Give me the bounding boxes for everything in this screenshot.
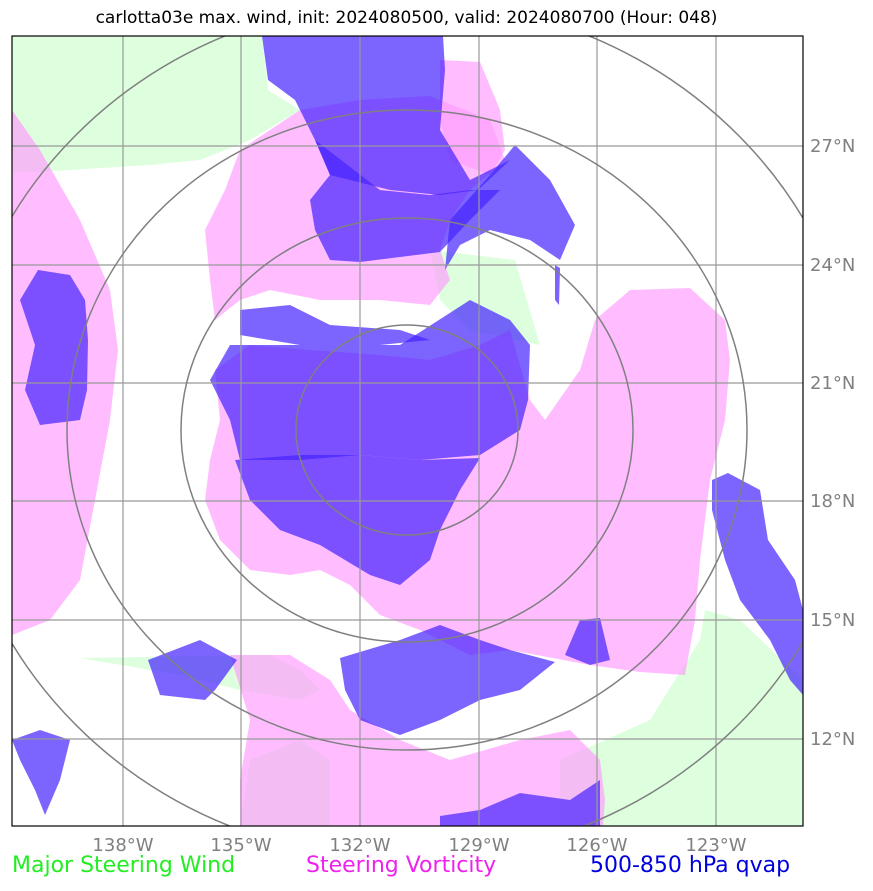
lat-label-15n: 15°N [810,610,855,631]
lon-label-138w: 138°W [92,835,153,856]
lat-label-21n: 21°N [810,373,855,394]
lon-label-129w: 129°W [448,835,509,856]
lat-label-27n: 27°N [810,136,855,157]
lon-label-123w: 123°W [685,835,746,856]
latitude-labels: 27°N 24°N 21°N 18°N 15°N 12°N [810,136,855,750]
legend-steering-vorticity: Steering Vorticity [306,853,497,878]
lat-label-24n: 24°N [810,255,855,276]
map-title: carlotta03e max. wind, init: 2024080500,… [95,8,718,28]
lat-label-18n: 18°N [810,491,855,512]
longitude-labels: 138°W 135°W 132°W 129°W 126°W 123°W [92,835,746,856]
plot-frame [11,35,804,827]
graticule [12,36,803,826]
lon-label-135w: 135°W [210,835,271,856]
legend-qvap: 500-850 hPa qvap [590,853,791,878]
lon-label-132w: 132°W [329,835,390,856]
range-rings [12,36,803,826]
qvap-layer [12,36,803,826]
legend-steering-wind: Major Steering Wind [12,853,236,878]
lat-label-12n: 12°N [810,729,855,750]
lon-label-126w: 126°W [566,835,627,856]
